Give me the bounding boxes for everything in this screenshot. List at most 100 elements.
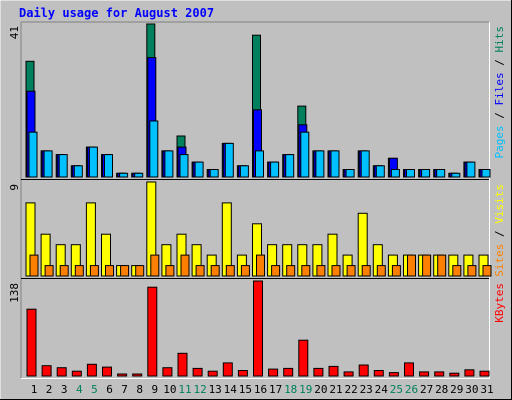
bar-sites-day-18 <box>286 265 296 277</box>
axis-label-part: Pages <box>493 125 506 158</box>
bar-sites-day-14 <box>225 265 235 277</box>
axis-label-part: / <box>493 224 506 244</box>
bar-sites-day-2 <box>44 265 54 277</box>
bar-kbytes-day-25 <box>388 372 399 377</box>
bar-kbytes-day-13 <box>207 370 218 377</box>
panel-axis-label: Sites / Visits <box>493 184 506 277</box>
bar-sites-day-11 <box>180 254 190 277</box>
bar-sites-day-12 <box>195 265 205 277</box>
bar-kbytes-day-15 <box>237 370 248 377</box>
axis-label-part: / <box>493 106 506 126</box>
axis-label-part: / <box>493 53 506 73</box>
x-tick-label: 6 <box>106 383 113 396</box>
bar-pages-day-13 <box>209 169 219 178</box>
bar-visits-day-14 <box>221 202 232 277</box>
x-tick-label: 17 <box>269 383 282 396</box>
bar-sites-day-19 <box>301 265 311 277</box>
x-tick-label: 9 <box>151 383 158 396</box>
bar-pages-day-7 <box>119 172 129 178</box>
x-tick-label: 3 <box>61 383 68 396</box>
chart-title: Daily usage for August 2007 <box>19 6 214 20</box>
bar-pages-day-17 <box>270 161 280 178</box>
bar-pages-day-11 <box>179 154 189 178</box>
bar-pages-day-25 <box>390 169 400 178</box>
bar-kbytes-day-11 <box>177 352 188 377</box>
axis-label-part: Files <box>493 72 506 105</box>
bar-pages-day-16 <box>255 150 264 178</box>
bar-kbytes-day-28 <box>434 371 445 377</box>
x-tick-label: 26 <box>405 383 418 396</box>
bar-pages-day-6 <box>104 154 113 178</box>
x-tick-label: 1 <box>31 383 38 396</box>
x-tick-label: 2 <box>46 383 53 396</box>
bar-pages-day-9 <box>149 120 159 178</box>
bar-kbytes-day-14 <box>222 362 233 377</box>
bar-sites-day-6 <box>105 265 114 277</box>
x-tick-label: 12 <box>193 383 206 396</box>
bar-sites-day-30 <box>467 265 477 277</box>
x-tick-label: 27 <box>420 383 433 396</box>
bar-kbytes-day-22 <box>343 371 354 377</box>
bar-sites-day-8 <box>135 265 145 277</box>
axis-label-part: Visits <box>493 184 506 224</box>
bar-pages-day-21 <box>330 150 340 178</box>
x-tick-label: 24 <box>375 383 389 396</box>
axis-label-part: Sites <box>493 244 506 277</box>
bar-kbytes-day-18 <box>283 367 294 377</box>
chart-panels: 41 Pages / Files / Hits 9 Sites / Visits 138… <box>8 23 506 377</box>
bar-pages-day-24 <box>375 165 385 178</box>
x-tick-label: 30 <box>465 383 478 396</box>
bar-kbytes-day-19 <box>298 339 309 377</box>
bar-kbytes-day-16 <box>253 280 263 377</box>
x-tick-label: 8 <box>136 383 143 396</box>
bar-pages-day-15 <box>239 165 249 178</box>
bar-pages-day-22 <box>345 169 355 178</box>
bar-sites-day-24 <box>376 265 386 277</box>
bar-sites-day-3 <box>59 265 69 277</box>
bar-kbytes-day-27 <box>419 371 430 377</box>
x-tick-label: 18 <box>284 383 297 396</box>
x-tick-label: 5 <box>91 383 98 396</box>
bar-sites-day-26 <box>407 254 416 277</box>
x-tick-label: 23 <box>360 383 373 396</box>
panel-scale-label: 41 <box>8 26 21 39</box>
bar-sites-day-15 <box>240 265 250 277</box>
bar-pages-day-3 <box>58 154 68 178</box>
bar-kbytes-day-12 <box>192 367 203 377</box>
bar-sites-day-27 <box>422 254 432 277</box>
bar-pages-day-29 <box>451 172 461 178</box>
bar-sites-day-16 <box>256 254 265 277</box>
x-tick-label: 25 <box>390 383 403 396</box>
bar-pages-day-18 <box>285 154 295 178</box>
x-tick-label: 19 <box>299 383 312 396</box>
bar-pages-day-30 <box>466 161 476 178</box>
x-tick-label: 21 <box>329 383 342 396</box>
bar-pages-day-4 <box>73 165 83 178</box>
x-tick-label: 29 <box>450 383 463 396</box>
x-tick-label: 15 <box>239 383 252 396</box>
x-axis-tick-labels: 1 2 3 4 5 6 7 8 9 10 11 12 13 14 15 16 17 18 19 20 21 22 23 24 2… <box>31 383 494 396</box>
bar-kbytes-day-23 <box>358 364 369 377</box>
axis-label-part: KBytes <box>493 283 506 323</box>
bar-kbytes-day-2 <box>41 365 52 377</box>
bar-kbytes-day-24 <box>373 370 384 377</box>
bar-sites-day-22 <box>346 265 356 277</box>
bar-sites-day-29 <box>452 265 462 277</box>
bar-pages-day-28 <box>436 169 446 178</box>
bar-pages-day-1 <box>28 131 38 178</box>
bar-pages-day-26 <box>406 169 415 178</box>
bar-kbytes-day-10 <box>162 367 173 377</box>
bar-sites-day-28 <box>437 254 447 277</box>
x-tick-label: 16 <box>254 383 267 396</box>
bar-pages-day-14 <box>224 142 234 178</box>
bar-sites-day-31 <box>482 265 492 277</box>
bar-pages-day-2 <box>43 150 53 178</box>
bar-pages-day-27 <box>421 169 431 178</box>
bar-kbytes-day-29 <box>449 372 460 377</box>
bar-kbytes-day-1 <box>26 308 37 377</box>
x-tick-label: 14 <box>224 383 238 396</box>
bar-pages-day-19 <box>300 131 310 178</box>
bar-pages-day-8 <box>134 172 144 178</box>
bar-kbytes-day-8 <box>132 373 143 377</box>
